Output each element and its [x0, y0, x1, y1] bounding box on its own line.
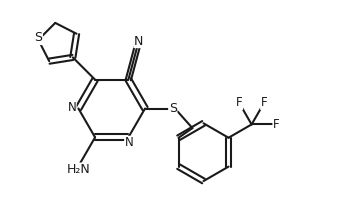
Text: F: F	[236, 96, 243, 109]
Text: N: N	[67, 101, 76, 114]
Text: F: F	[273, 118, 280, 131]
Text: S: S	[169, 102, 177, 115]
Text: S: S	[34, 31, 42, 44]
Text: F: F	[261, 96, 267, 109]
Text: N: N	[134, 35, 143, 48]
Text: N: N	[125, 136, 133, 149]
Text: H₂N: H₂N	[67, 163, 90, 176]
